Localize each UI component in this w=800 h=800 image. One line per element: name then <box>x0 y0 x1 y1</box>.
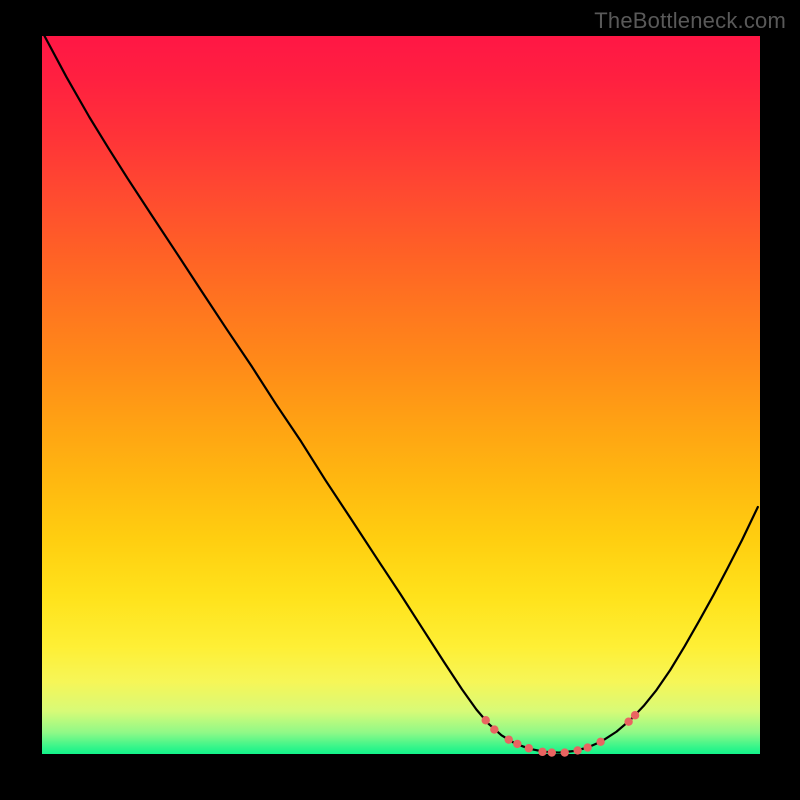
curve-marker <box>631 711 639 719</box>
curve-markers-group <box>482 711 640 757</box>
curve-marker <box>513 740 521 748</box>
bottleneck-curve <box>45 36 758 753</box>
curve-marker <box>573 746 581 754</box>
curve-marker <box>561 748 569 756</box>
curve-marker <box>482 716 490 724</box>
chart-plot-area <box>42 36 760 754</box>
curve-marker <box>548 748 556 756</box>
chart-curve-layer <box>42 36 760 754</box>
curve-marker <box>490 725 498 733</box>
curve-marker <box>525 744 533 752</box>
curve-marker <box>596 738 604 746</box>
curve-marker <box>505 735 513 743</box>
curve-marker <box>624 717 632 725</box>
curve-marker <box>538 748 546 756</box>
curve-marker <box>583 743 591 751</box>
watermark-text: TheBottleneck.com <box>594 8 786 34</box>
